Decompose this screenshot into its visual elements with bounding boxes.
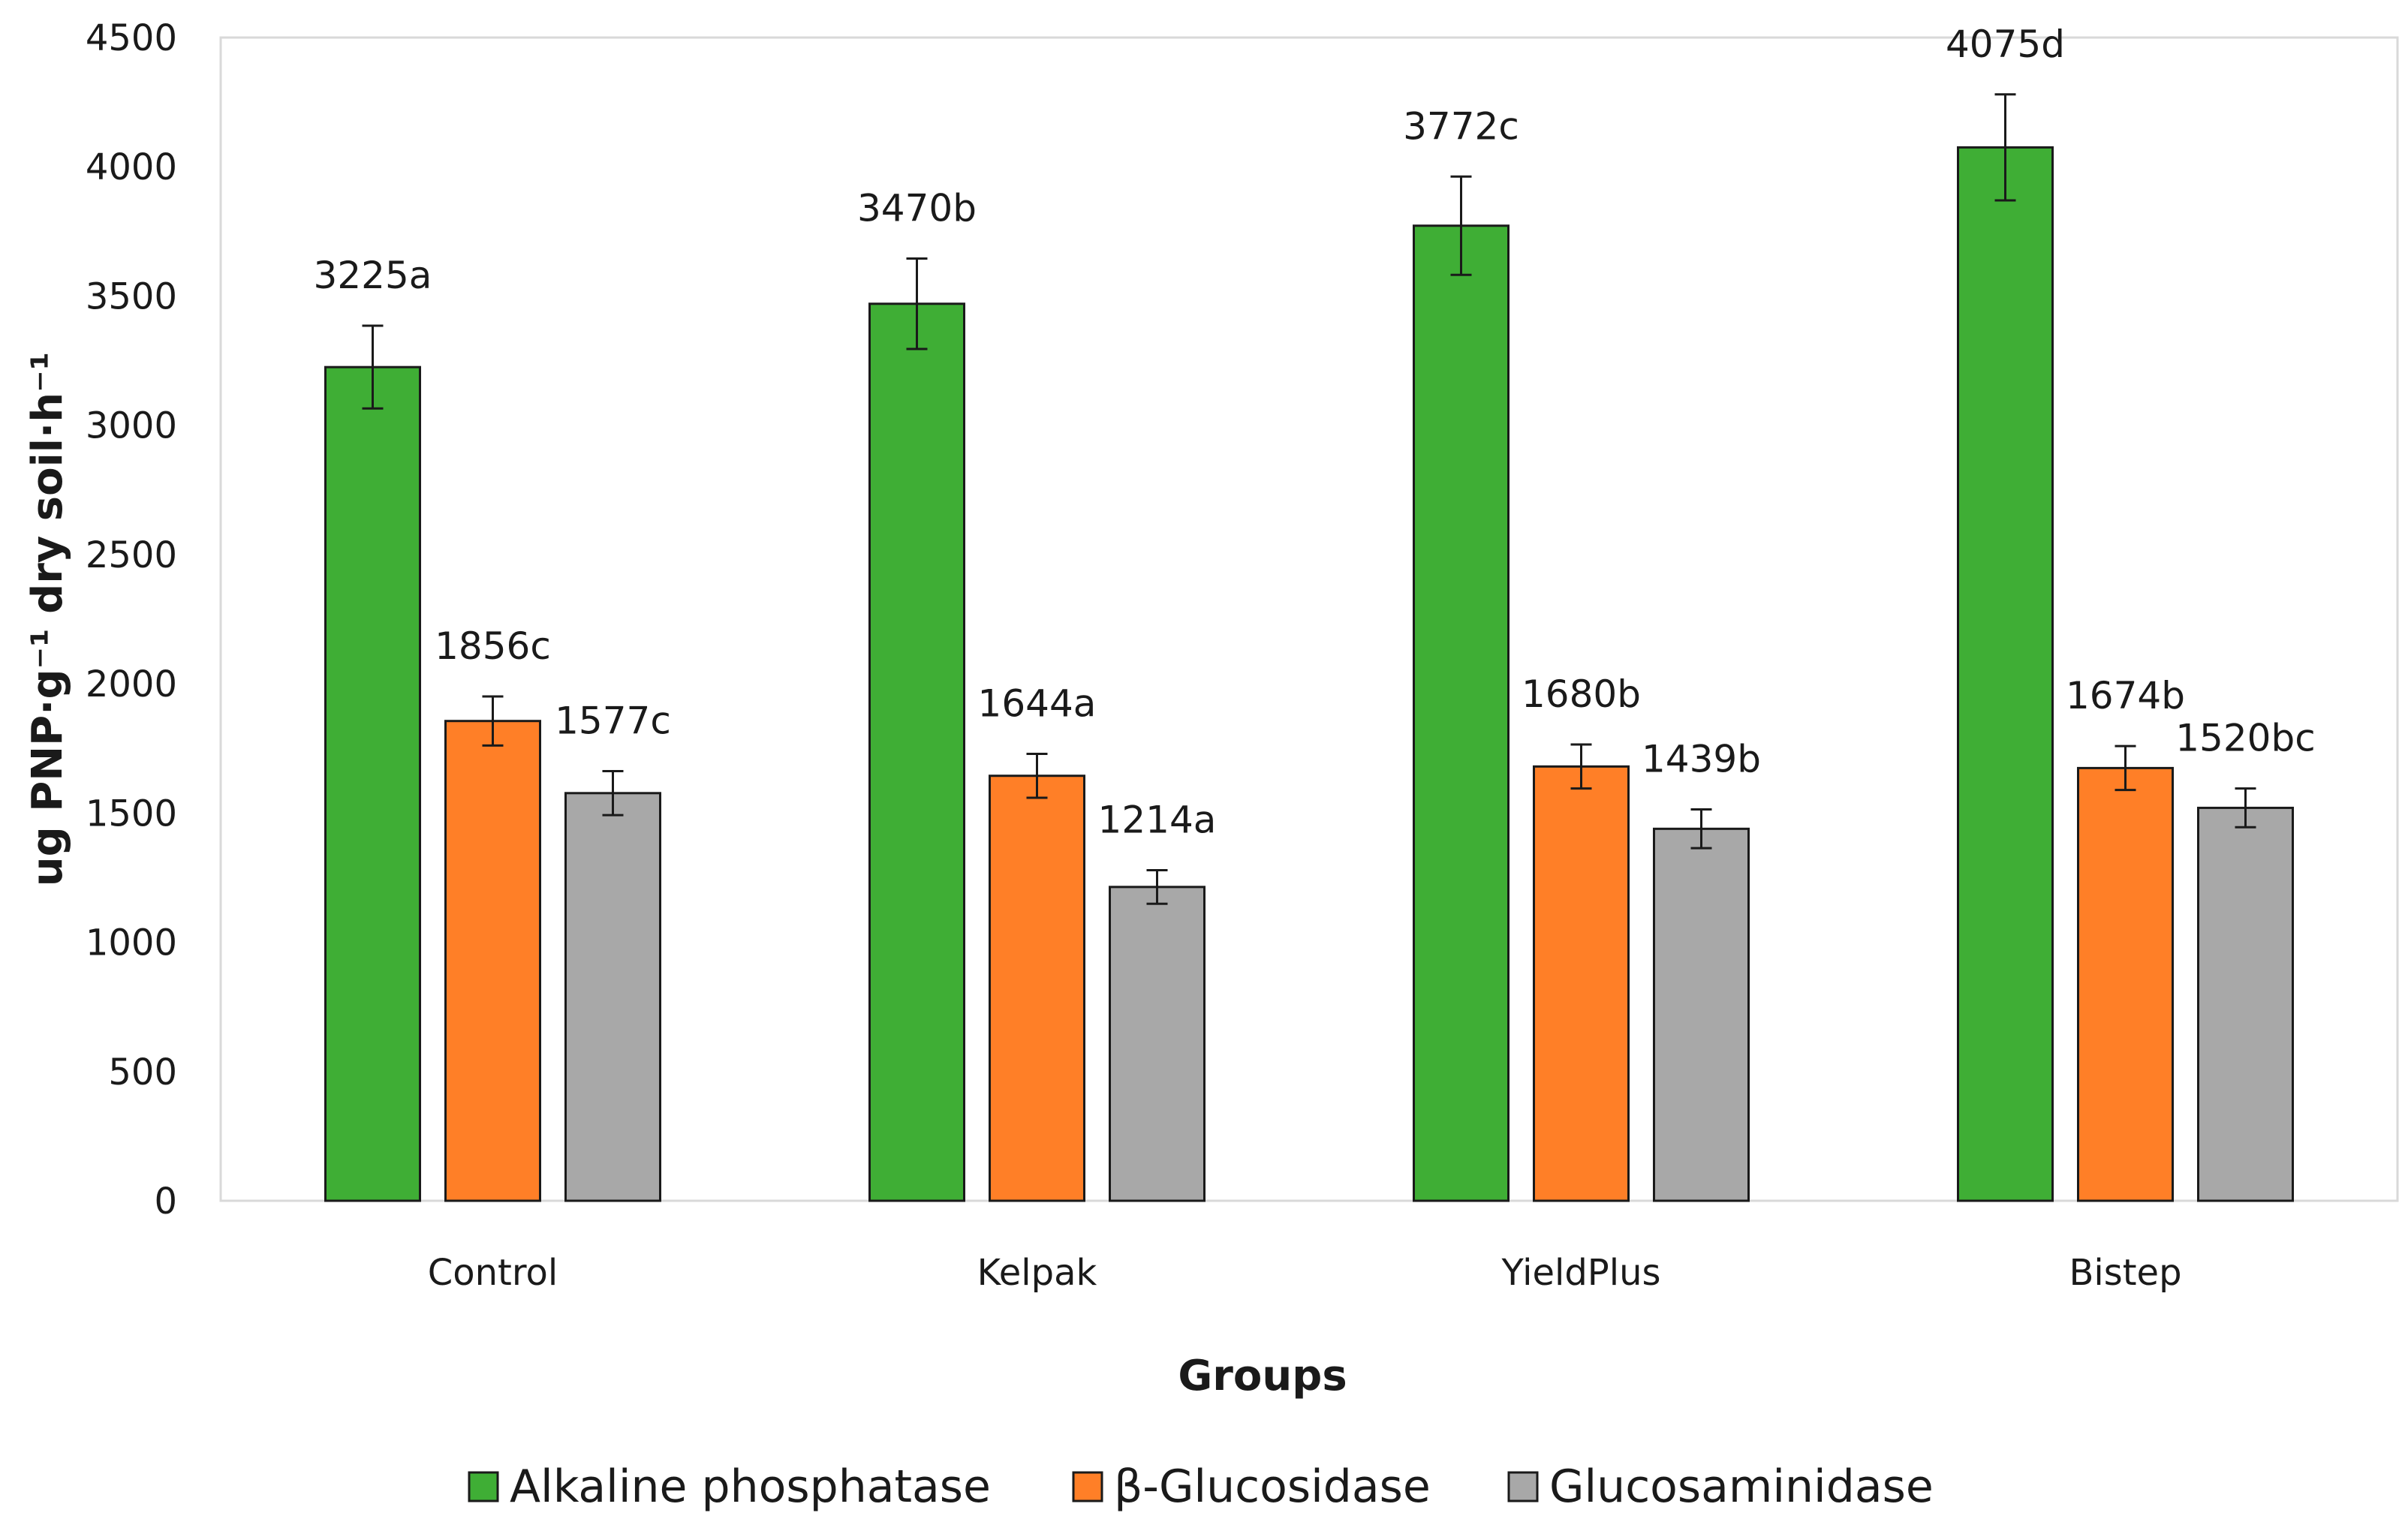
legend-label: Glucosaminidase [1549, 1460, 1934, 1513]
data-label: 4075d [1946, 23, 2065, 66]
x-axis-ticks: Control Kelpak YieldPlus Bistep [428, 1252, 2182, 1294]
bars: 3225a 3470b 3772c 4075d 1856c 1644a 1680b 1674b… [314, 23, 2316, 1202]
x-tick-label: Control [428, 1252, 558, 1294]
plot-area [219, 36, 2399, 1202]
bar-0-1 [868, 302, 965, 1202]
legend-swatch-1 [1072, 1471, 1103, 1502]
y-axis-ticks: 0 500 1000 1500 2000 2500 3000 3500 4000 4500 [86, 17, 177, 1223]
legend-swatch-0 [468, 1471, 499, 1502]
data-label: 3772c [1403, 104, 1519, 148]
bar-1-1 [989, 775, 1085, 1202]
bar-2-3 [2197, 806, 2294, 1202]
data-label: 1856c [435, 624, 551, 668]
data-label: 1214a [1098, 798, 1217, 841]
legend-swatch-2 [1507, 1471, 1539, 1502]
data-label: 1520bc [2175, 717, 2315, 760]
y-tick-label: 1500 [86, 793, 177, 835]
legend-label: Alkaline phosphatase [510, 1460, 991, 1513]
bar-2-0 [564, 792, 661, 1202]
bar-0-0 [324, 365, 421, 1202]
y-tick-label: 2000 [86, 663, 177, 705]
data-label: 1577c [555, 699, 671, 743]
bar-1-2 [1533, 765, 1630, 1202]
bar-0-3 [1957, 146, 2054, 1202]
y-tick-label: 4000 [86, 146, 177, 188]
bar-1-3 [2077, 766, 2174, 1202]
legend: Alkaline phosphatase β-Glucosidase Glucosa… [468, 1460, 1934, 1513]
y-tick-label: 3000 [86, 405, 177, 447]
data-label: 3470b [857, 187, 977, 230]
x-tick-label: YieldPlus [1501, 1252, 1661, 1294]
y-axis-title: ug PNP·g⁻¹ dry soil·h⁻¹ [23, 352, 72, 886]
y-tick-label: 500 [108, 1051, 177, 1093]
bar-0-2 [1413, 224, 1510, 1202]
data-label: 1680b [1522, 672, 1641, 716]
data-label: 1644a [978, 681, 1097, 725]
y-tick-label: 0 [154, 1181, 177, 1223]
bar-2-2 [1653, 827, 1750, 1202]
bar-2-1 [1109, 886, 1206, 1202]
legend-label: β-Glucosidase [1114, 1460, 1431, 1513]
x-tick-label: Kelpak [977, 1252, 1097, 1294]
bar-1-0 [444, 720, 541, 1202]
data-label: 1674b [2066, 674, 2185, 717]
x-tick-label: Bistep [2069, 1252, 2181, 1294]
y-tick-label: 1000 [86, 922, 177, 964]
data-label: 1439b [1642, 738, 1761, 781]
y-tick-label: 2500 [86, 534, 177, 576]
x-axis-title: Groups [1178, 1352, 1347, 1400]
data-label: 3225a [314, 254, 432, 297]
y-tick-label: 4500 [86, 17, 177, 59]
y-tick-label: 3500 [86, 275, 177, 317]
